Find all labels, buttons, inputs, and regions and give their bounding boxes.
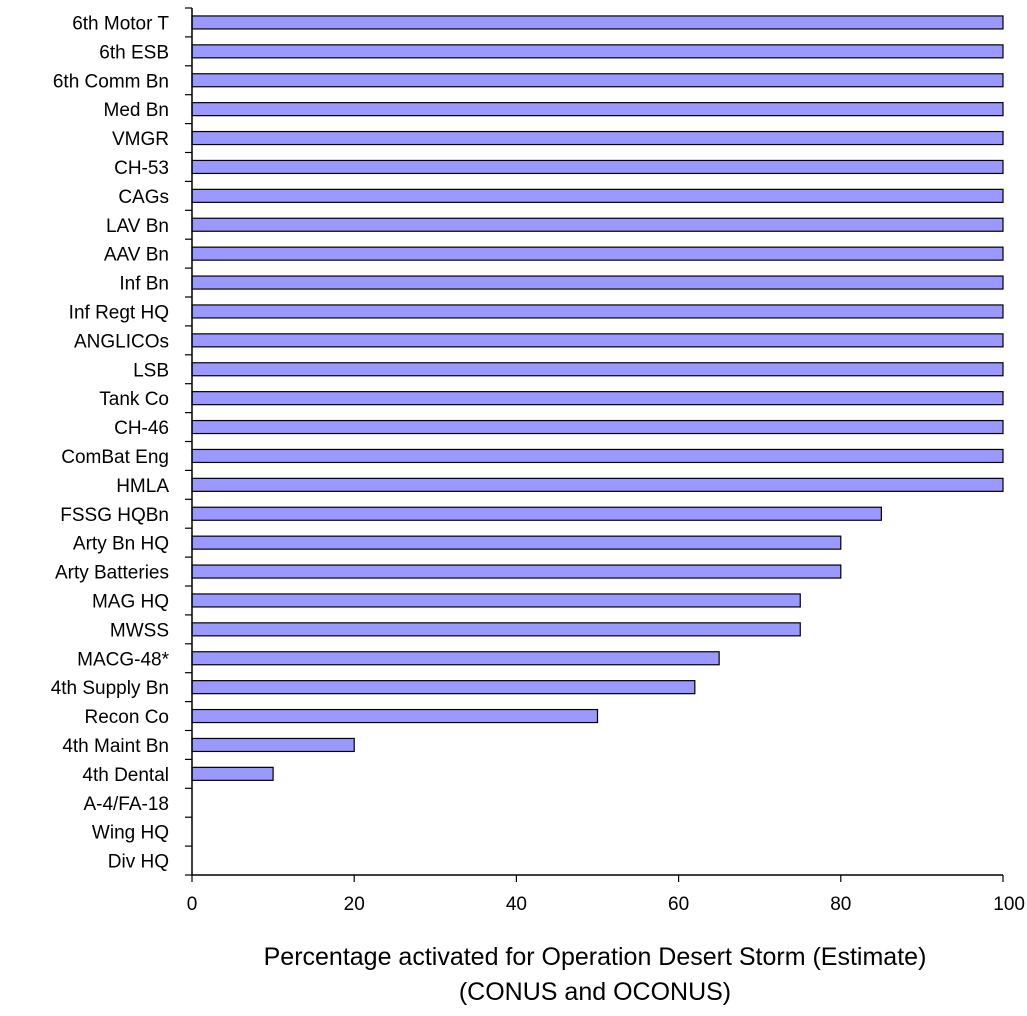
bar-19 xyxy=(191,564,842,579)
x-axis-subtitle: (CONUS and OCONUS) xyxy=(459,978,731,1006)
bar-15 xyxy=(191,448,1004,464)
category-label: MWSS xyxy=(110,620,169,641)
bar-8 xyxy=(191,246,1004,261)
x-axis-title: Percentage activated for Operation Deser… xyxy=(264,943,927,971)
category-label: 6th Motor T xyxy=(72,13,169,34)
category-label: FSSG HQBn xyxy=(60,505,169,526)
bar-2 xyxy=(191,73,1004,88)
category-label: CH-53 xyxy=(114,158,169,179)
x-tick-label: 0 xyxy=(187,894,198,915)
x-tick-label: 80 xyxy=(830,894,851,915)
category-label: 4th Supply Bn xyxy=(51,678,169,699)
category-label: AAV Bn xyxy=(104,245,169,266)
category-label: ANGLICOs xyxy=(74,331,169,352)
category-label: MACG-48* xyxy=(77,649,169,670)
category-label: 4th Dental xyxy=(82,765,169,786)
category-label: MAG HQ xyxy=(92,591,169,612)
x-tick-label: 100 xyxy=(993,894,1025,915)
bar-0 xyxy=(191,15,1004,30)
bar-4 xyxy=(191,130,1004,146)
bar-14 xyxy=(191,419,1004,435)
bar-1 xyxy=(191,44,1004,59)
category-labels: 6th Motor T 6th ESB 6th Comm Bn Med Bn VMGR C… xyxy=(51,13,170,872)
category-label: ComBat Eng xyxy=(61,447,169,468)
category-label: Tank Co xyxy=(99,389,169,410)
bar-9 xyxy=(191,275,1004,290)
category-label: CH-46 xyxy=(114,418,169,439)
category-label: Arty Batteries xyxy=(55,563,169,584)
bar-12 xyxy=(191,362,1004,377)
x-ticks: 0 20 40 60 80 100 xyxy=(187,875,1025,915)
category-label: 6th Comm Bn xyxy=(53,71,169,92)
x-tick-label: 40 xyxy=(506,894,527,915)
category-label: Wing HQ xyxy=(92,823,169,844)
bar-16 xyxy=(191,477,1004,492)
bar-21 xyxy=(191,622,801,637)
bar-6 xyxy=(191,188,1004,203)
bar-18 xyxy=(191,535,842,550)
bar-22 xyxy=(191,651,720,666)
category-label: Inf Regt HQ xyxy=(69,302,169,323)
bar-20 xyxy=(191,593,801,608)
bars-group xyxy=(191,15,1004,781)
bar-26 xyxy=(191,766,274,781)
bar-5 xyxy=(191,159,1004,175)
category-label: Recon Co xyxy=(85,707,170,728)
category-label: Med Bn xyxy=(104,100,169,121)
bar-7 xyxy=(191,217,1004,232)
category-label: Inf Bn xyxy=(119,274,169,295)
category-label: LAV Bn xyxy=(106,216,169,237)
category-label: Arty Bn HQ xyxy=(73,534,169,555)
bar-13 xyxy=(191,391,1004,406)
x-tick-label: 60 xyxy=(668,894,689,915)
bar-3 xyxy=(191,102,1004,117)
bar-25 xyxy=(191,737,355,753)
category-label: Div HQ xyxy=(108,852,169,873)
category-label: CAGs xyxy=(118,187,169,208)
y-ticks xyxy=(185,7,192,876)
bar-24 xyxy=(191,708,599,724)
bar-10 xyxy=(191,304,1004,319)
bar-23 xyxy=(191,680,696,695)
category-label: A-4/FA-18 xyxy=(83,794,169,815)
category-label: LSB xyxy=(133,360,169,381)
category-label: HMLA xyxy=(116,476,169,497)
category-label: 6th ESB xyxy=(99,42,169,63)
x-tick-label: 20 xyxy=(344,894,365,915)
bar-17 xyxy=(191,506,882,521)
category-label: VMGR xyxy=(112,129,169,150)
bar-11 xyxy=(191,333,1004,348)
category-label: 4th Maint Bn xyxy=(62,736,169,757)
